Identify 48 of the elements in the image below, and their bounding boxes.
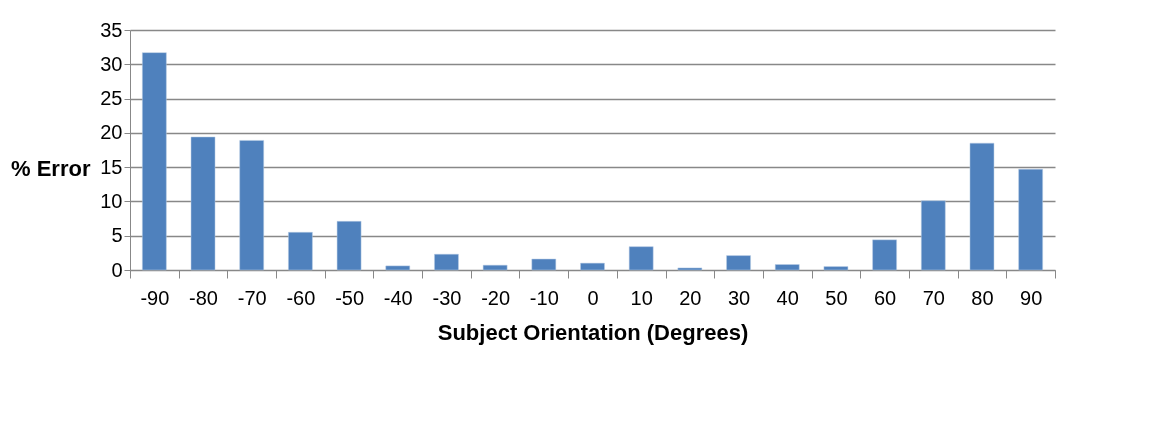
y-tick-label: 5 — [111, 224, 123, 247]
bar — [628, 246, 654, 271]
bar — [190, 136, 216, 271]
y-tick-label: 10 — [100, 189, 123, 212]
x-tick-label: 30 — [727, 286, 751, 309]
bar — [239, 140, 264, 271]
bar — [336, 221, 362, 271]
bar — [774, 264, 800, 271]
bar — [726, 255, 751, 271]
y-tick-label: 20 — [100, 121, 123, 144]
x-tick-label: 0 — [587, 286, 599, 309]
x-tick-label: -40 — [383, 286, 413, 309]
bar — [385, 265, 411, 271]
x-tick-label: 60 — [873, 286, 897, 309]
x-tick-label: 50 — [825, 286, 848, 309]
y-tick-label: 25 — [100, 87, 123, 110]
bar — [434, 253, 459, 271]
bar — [142, 52, 167, 271]
bar — [482, 264, 508, 271]
x-tick-label: 90 — [1020, 286, 1043, 309]
x-tick-label: -70 — [237, 286, 267, 309]
y-axis-title: % Error — [11, 155, 91, 181]
bar — [677, 267, 703, 271]
x-tick-label: -50 — [335, 286, 365, 309]
x-tick-label: -80 — [189, 286, 218, 309]
x-tick-label: -90 — [140, 286, 170, 309]
x-tick-label: 80 — [971, 286, 994, 309]
bar — [921, 200, 946, 271]
x-tick-label: 70 — [922, 286, 945, 309]
bar — [580, 262, 605, 271]
x-tick-label: 10 — [630, 286, 653, 309]
bar — [823, 266, 849, 271]
bar — [872, 239, 897, 271]
x-tick-label: -20 — [481, 286, 511, 309]
x-tick-label: -30 — [432, 286, 462, 309]
x-axis-title: Subject Orientation (Degrees) — [437, 319, 749, 345]
x-tick-label: -10 — [529, 286, 559, 309]
y-tick-label: 15 — [100, 155, 123, 178]
x-tick-label: -60 — [286, 286, 316, 309]
x-tick-label: 20 — [679, 286, 702, 309]
x-tick-label: 40 — [776, 286, 799, 309]
bar — [531, 258, 557, 271]
bar — [969, 142, 995, 271]
y-tick-label: 30 — [100, 52, 123, 75]
bar — [1018, 168, 1043, 271]
bar — [288, 232, 313, 271]
y-tick-label: 35 — [100, 18, 123, 41]
y-tick-label: 0 — [111, 258, 123, 281]
